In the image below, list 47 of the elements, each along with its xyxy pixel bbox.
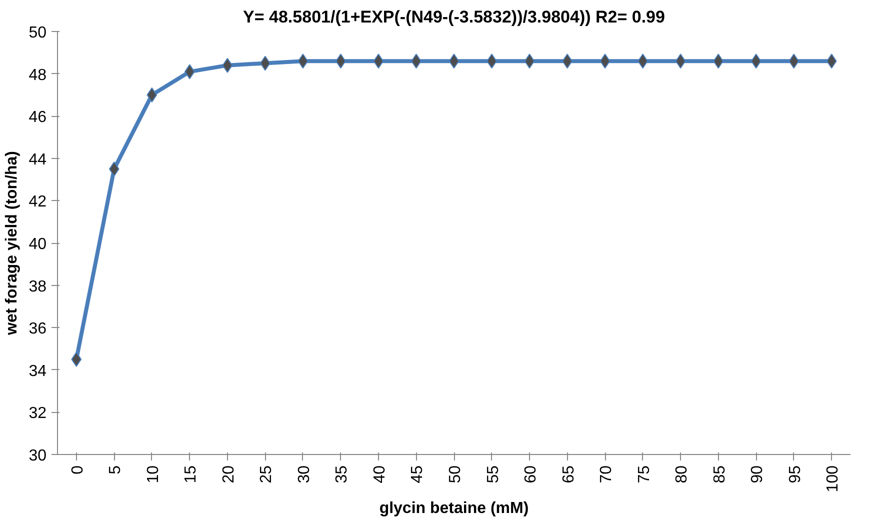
point <box>788 54 800 69</box>
y-tick-label: 38 <box>28 278 47 296</box>
x-tick-label: 15 <box>182 465 200 484</box>
y-tick-label: 36 <box>28 320 47 338</box>
point <box>524 54 535 69</box>
y-axis-title: wet forage yield (ton/ha) <box>4 150 21 336</box>
x-tick-label: 20 <box>220 465 238 484</box>
y-tick-label: 46 <box>28 109 47 126</box>
point <box>298 54 308 69</box>
y-tick-label: 42 <box>28 194 47 211</box>
x-tick-label: 75 <box>636 465 653 484</box>
x-tick-label: 5 <box>107 465 124 474</box>
point <box>600 54 610 69</box>
point <box>448 54 460 69</box>
point <box>750 54 762 69</box>
point <box>222 58 233 73</box>
x-tick-label: 45 <box>409 465 426 484</box>
x-tick-label: 30 <box>296 465 313 484</box>
x-tick-label: 55 <box>484 465 502 484</box>
y-tick-label: 44 <box>28 151 47 168</box>
x-tick-label: 95 <box>786 465 804 484</box>
x-tick-label: 10 <box>144 465 162 484</box>
x-tick-label: 100 <box>824 465 842 492</box>
x-tick-label: 80 <box>674 465 691 484</box>
y-tick-label: 40 <box>28 236 47 253</box>
x-tick-label: 50 <box>447 465 464 484</box>
point <box>146 87 158 102</box>
x-tick-label: 85 <box>711 465 728 484</box>
x-tick-label: 60 <box>522 465 540 484</box>
x-tick-label: 25 <box>258 465 276 484</box>
x-tick-label: 40 <box>371 465 388 484</box>
x-tick-label: 0 <box>69 465 86 474</box>
point <box>71 352 82 367</box>
x-tick-label: 65 <box>560 465 578 484</box>
point <box>373 54 384 69</box>
y-tick-label: 48 <box>28 66 47 84</box>
x-tick-label: 90 <box>749 465 766 484</box>
point <box>108 161 120 176</box>
y-tick-label: 32 <box>28 405 47 422</box>
x-tick-label: 35 <box>334 465 351 484</box>
chart-title: Y= 48.5801/(1+EXP(-(N49-(-3.5832))/3.9804)) R2= 0.99 <box>243 8 665 26</box>
y-tick-label: 34 <box>28 362 47 380</box>
x-axis-title: glycin betaine (mM) <box>379 500 529 518</box>
point <box>826 54 837 69</box>
x-tick-label: 70 <box>598 465 616 484</box>
point <box>675 54 686 69</box>
y-tick-label: 50 <box>28 24 47 42</box>
